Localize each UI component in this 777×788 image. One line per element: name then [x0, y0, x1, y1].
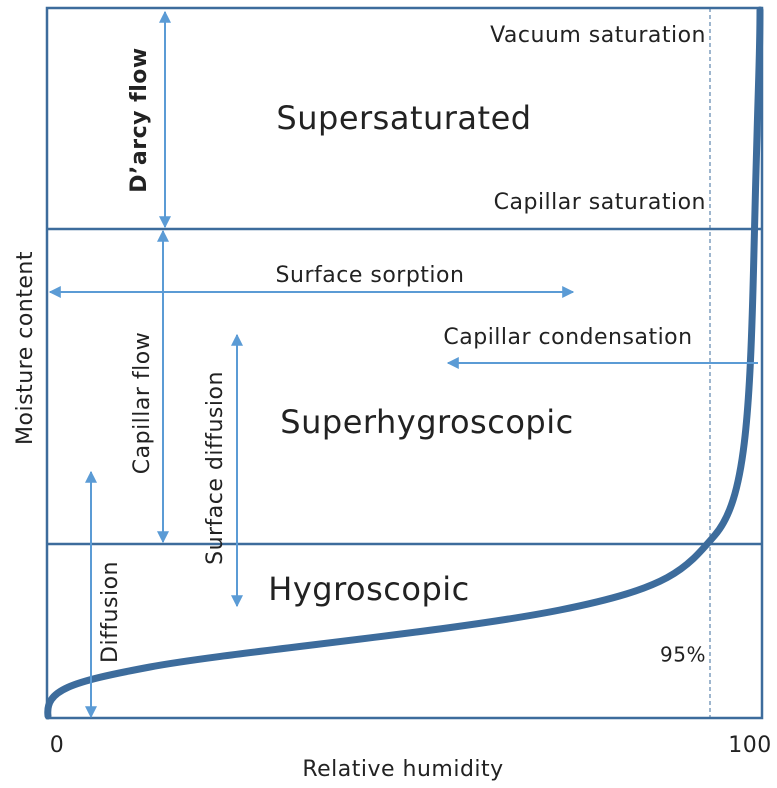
x-axis-label: Relative humidity — [302, 757, 503, 782]
level-label: Vacuum saturation — [490, 23, 706, 48]
sorption-curve — [44, 6, 764, 720]
arrow-label: Surface diffusion — [203, 371, 228, 565]
y-axis-label: Moisture content — [13, 251, 38, 445]
region-label: Superhygroscopic — [280, 403, 573, 441]
arrow-label: D’arcy flow — [127, 47, 152, 192]
arrow-label: Diffusion — [98, 561, 123, 663]
level-label: Capillar saturation — [494, 190, 706, 215]
arrow-label: Surface sorption — [276, 263, 465, 288]
marker-label: 95% — [660, 643, 706, 667]
plot-frame — [45, 6, 764, 720]
x-tick-label: 100 — [728, 733, 772, 758]
x-tick-label: 0 — [50, 733, 65, 758]
region-label: Hygroscopic — [268, 570, 469, 608]
arrow-label: Capillar flow — [130, 332, 155, 474]
region-label: Supersaturated — [276, 99, 531, 137]
arrow-label: Capillar condensation — [443, 325, 692, 350]
